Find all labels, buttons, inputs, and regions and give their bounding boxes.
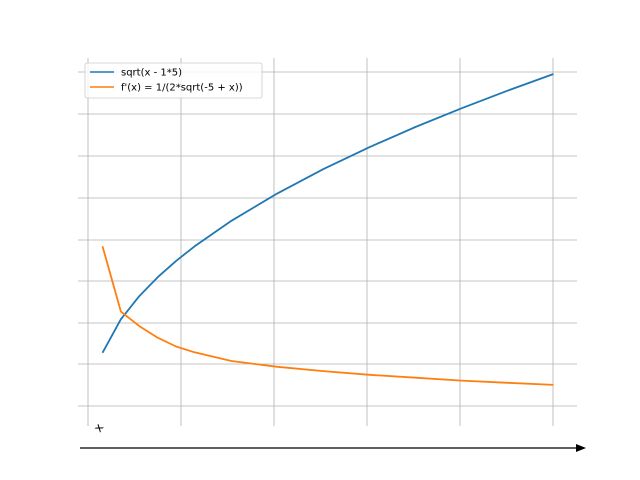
series-line-derivative	[101, 245, 554, 386]
x-axis-label: x	[91, 421, 107, 435]
grid-lines	[78, 58, 577, 426]
x-axis: x	[80, 421, 586, 452]
series-lines	[101, 73, 554, 386]
legend-box	[84, 62, 263, 99]
series-line-sqrt	[101, 73, 554, 354]
legend-label-derivative: f'(x) = 1/(2*sqrt(-5 + x))	[121, 83, 243, 94]
legend: sqrt(x - 1*5) f'(x) = 1/(2*sqrt(-5 + x))	[84, 62, 263, 99]
legend-label-sqrt: sqrt(x - 1*5)	[121, 68, 182, 79]
x-axis-arrowhead	[576, 444, 586, 452]
